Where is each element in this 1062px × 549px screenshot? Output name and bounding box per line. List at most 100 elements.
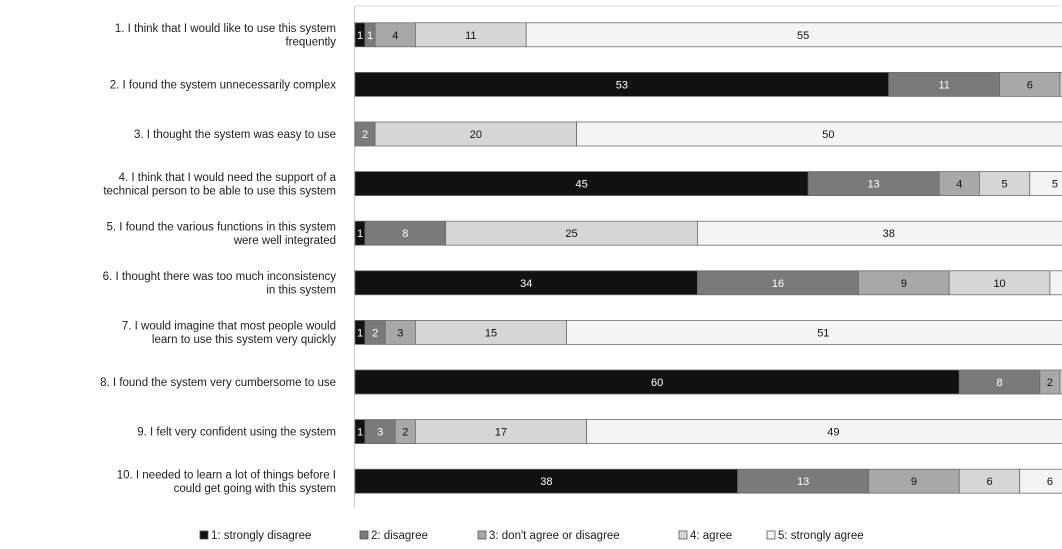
bar-segment-4-agree [415,319,567,345]
data-label: 8 [402,228,408,240]
category-label-line: 3. I thought the system was easy to use [134,129,336,141]
category-label-5: 5. I found the various functions in this… [107,221,336,247]
bar-segment-2-disagree [364,419,396,445]
bar-segment-5-strongly-agree [525,22,1062,48]
category-label-2: 2. I found the system unnecessarily comp… [110,79,337,91]
data-label: 25 [565,228,577,240]
data-label: 5 [1002,179,1008,191]
data-label: 1 [367,30,373,42]
data-label: 13 [868,179,880,191]
plot-frame [354,5,1060,507]
category-label-line: learn to use this system very quickly [152,334,336,346]
data-label: 13 [797,476,809,488]
data-label: 4 [392,30,398,42]
data-label: 34 [520,278,532,290]
category-label-line: 2. I found the system unnecessarily comp… [110,79,337,91]
bar-segment-3-don-t-agree-or-disagree [384,319,416,345]
data-label: 2 [362,129,368,141]
bar-segment-4-agree [958,468,1021,494]
data-label: 38 [540,476,552,488]
bar-segment-2-disagree [364,220,447,246]
legend-entry-1-strongly-disagree: 1: strongly disagree [211,530,311,542]
category-label-4: 4. I think that I would need the support… [103,172,336,198]
data-label: 45 [575,179,587,191]
bar-segment-4-agree [948,270,1051,296]
data-label: 1 [357,427,363,439]
category-label-line: 4. I think that I would need the support… [119,172,337,184]
bar-segment-1-strongly-disagree [354,171,809,197]
data-label: 1 [357,327,363,339]
data-label: 51 [817,327,829,339]
data-label: 6 [1027,79,1033,91]
data-label: 1 [357,228,363,240]
category-label-3: 3. I thought the system was easy to use [134,129,336,141]
category-label-line: 1. I think that I would like to use this… [115,23,336,35]
category-label-line: 9. I felt very confident using the syste… [137,427,336,439]
data-label: 8 [997,377,1003,389]
data-label: 11 [465,30,476,42]
category-label-line: 10. I needed to learn a lot of things be… [117,469,336,481]
data-label: 53 [616,79,628,91]
data-label: 55 [797,30,809,42]
data-label: 38 [883,228,895,240]
data-label: 3 [377,427,383,439]
data-label: 11 [938,79,949,91]
data-label: 49 [827,427,839,439]
legend-swatch-1-strongly-disagree [199,530,209,540]
category-label-9: 9. I felt very confident using the syste… [137,427,336,439]
data-label: 2 [1047,377,1053,389]
category-label-line: could get going with this system [174,483,336,495]
bar-segment-4-agree [374,121,577,147]
data-label: 60 [651,377,663,389]
data-label: 50 [822,129,834,141]
category-label-6: 6. I thought there was too much inconsis… [103,271,337,297]
bar-segment-2-disagree [737,468,870,494]
data-label: 16 [772,278,784,290]
legend: 1: strongly disagree 2: disagree 3: don't … [199,530,864,542]
bar-segment-5-strongly-agree [1029,171,1062,197]
data-label: 10 [993,278,1005,290]
bars: 1141155531162220504513455182538341691031… [354,22,1062,494]
bar-segment-4-agree [1059,72,1062,97]
category-label-line: technical person to be able to use this … [103,185,336,197]
legend-entry-4-agree: 4: agree [690,530,732,542]
data-label: 5 [1052,179,1058,191]
legend-entry-5-strongly-agree: 5: strongly agree [778,530,864,542]
bar-segment-2-disagree [807,171,940,197]
category-label-line: were well integrated [233,235,336,247]
bar-segment-4-agree [1059,369,1062,395]
category-labels: 1. I think that I would like to use this… [100,23,336,495]
data-label: 15 [485,327,497,339]
category-label-7: 7. I would imagine that most people woul… [122,321,336,347]
bar-segment-5-strongly-agree [566,319,1062,345]
bar-segment-4-agree [415,22,527,48]
data-label: 4 [956,179,962,191]
bar-segment-5-strongly-agree [697,220,1062,246]
legend-entry-3-don-t-agree-or-disagree: 3: don't agree or disagree [489,530,620,542]
data-label: 1 [357,30,363,42]
category-label-line: in this system [266,285,336,297]
category-label-line: frequently [285,37,336,49]
bar-segment-4-agree [979,171,1031,197]
bar-segment-1-strongly-disagree [354,369,960,395]
data-label: 6 [986,476,992,488]
data-label: 6 [1047,476,1053,488]
bar-segment-3-don-t-agree-or-disagree [374,22,416,48]
bar-segment-4-agree [445,220,698,246]
data-label: 3 [397,327,403,339]
bar-segment-5-strongly-agree [1019,468,1062,494]
bar-segment-5-strongly-agree [586,419,1062,445]
bar-segment-3-don-t-agree-or-disagree [858,270,950,296]
legend-swatch-4-agree [678,530,688,540]
category-label-1: 1. I think that I would like to use this… [115,23,336,49]
bar-segment-5-strongly-agree [1049,270,1062,296]
data-label: 9 [911,476,917,488]
data-label: 2 [402,427,408,439]
data-label: 20 [470,129,482,141]
bar-segment-2-disagree [958,369,1041,395]
category-label-line: 6. I thought there was too much inconsis… [103,271,337,283]
category-label-line: 5. I found the various functions in this… [107,221,336,233]
category-label-8: 8. I found the system very cumbersome to… [100,377,336,389]
legend-entry-2-disagree: 2: disagree [371,530,428,542]
